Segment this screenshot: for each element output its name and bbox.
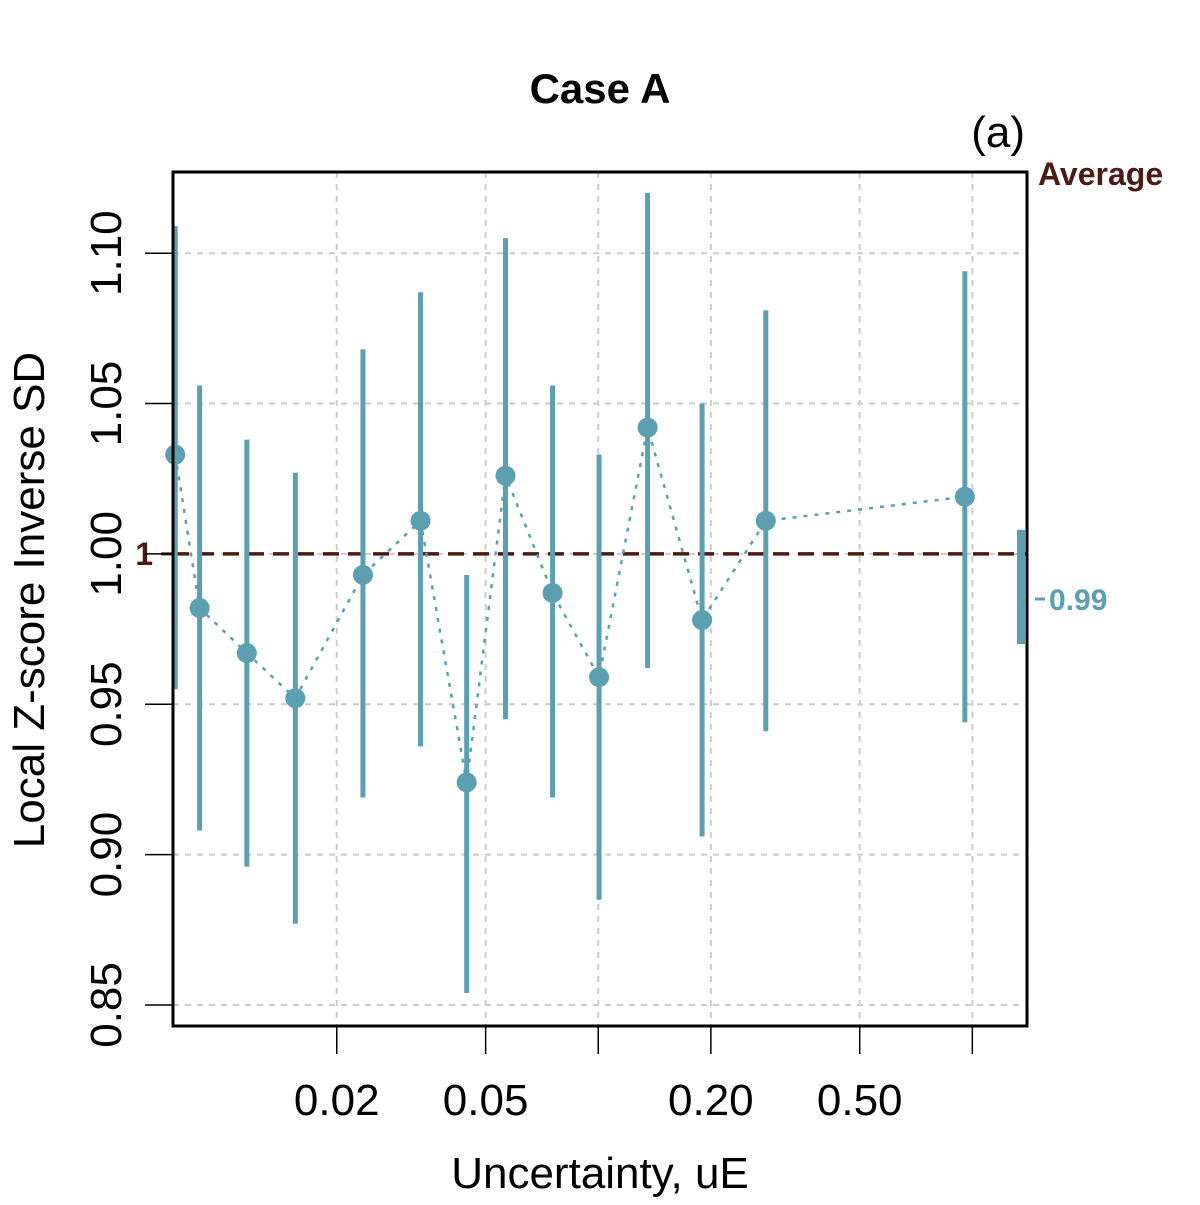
y-tick-label: 1.05 [82, 361, 131, 447]
data-point [456, 772, 477, 793]
axes: 0.02 0.05 0.20 0.50 0.85 0.90 0.95 1.00 1.05 1.10 [82, 170, 1029, 1125]
series-group [165, 193, 975, 993]
y-tick-label: 0.90 [82, 812, 131, 898]
x-tick-label: 0.20 [668, 1076, 754, 1125]
x-tick-label: 0.02 [294, 1076, 380, 1125]
x-axis-label: Uncertainty, uE [451, 1149, 749, 1198]
y-tick-label: 0.85 [82, 962, 131, 1048]
average-group: 0.99 [1017, 529, 1107, 645]
data-point [410, 510, 431, 531]
data-point [189, 598, 210, 619]
data-point [637, 417, 658, 438]
panel-label: (a) [971, 108, 1025, 157]
series-connector-line [173, 427, 966, 783]
data-point [495, 465, 516, 486]
average-label: Average [1038, 156, 1163, 192]
data-point [589, 667, 610, 688]
y-tick-label: 0.95 [82, 661, 131, 747]
y-axis-label: Local Z-score Inverse SD [5, 352, 54, 848]
plot-frame [171, 170, 1029, 1028]
data-point [352, 564, 373, 585]
data-point [542, 582, 563, 603]
chart-title: Case A [530, 65, 671, 112]
data-point [692, 610, 713, 631]
average-value-label: 0.99 [1049, 584, 1107, 617]
reference-line-label: 1 [135, 536, 153, 572]
y-tick-label: 1.00 [82, 511, 131, 597]
data-point [755, 510, 776, 531]
x-tick-label: 0.05 [443, 1076, 529, 1125]
data-point [236, 643, 257, 664]
x-tick-label: 0.50 [817, 1076, 903, 1125]
data-point [165, 444, 186, 465]
y-tick-label: 1.10 [82, 210, 131, 296]
data-point [285, 688, 306, 709]
data-point [954, 486, 975, 507]
